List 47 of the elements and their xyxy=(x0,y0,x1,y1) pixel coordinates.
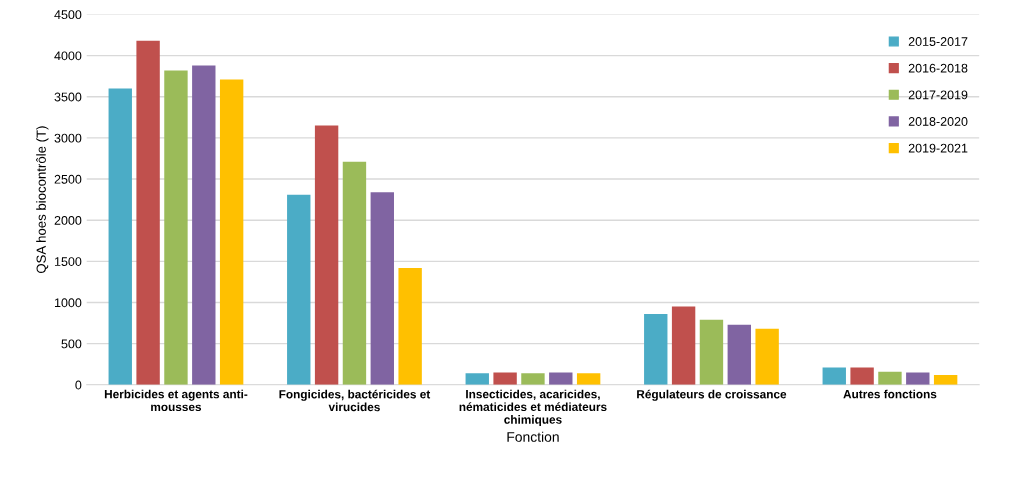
y-tick-label: 1500 xyxy=(54,257,82,266)
legend-label: 2016-2018 xyxy=(908,63,968,73)
legend-label: 2017-2019 xyxy=(908,90,968,100)
bar xyxy=(699,319,724,385)
bar xyxy=(644,314,668,385)
bar xyxy=(398,267,422,385)
bar xyxy=(906,372,930,385)
x-tick-label: Fongicides, bactéricides et virucides xyxy=(279,389,431,412)
legend-label: 2015-2017 xyxy=(908,37,968,46)
y-tick-label: 0 xyxy=(75,380,82,390)
y-tick-label: 500 xyxy=(61,339,82,349)
y-tick-label: 2000 xyxy=(54,215,82,225)
y-tick-label: 2500 xyxy=(54,174,82,184)
y-tick-label: 1000 xyxy=(54,298,82,308)
bar xyxy=(850,367,874,385)
bar xyxy=(671,306,696,385)
bar xyxy=(314,125,339,385)
bar xyxy=(822,367,846,385)
y-tick-label: 3000 xyxy=(54,133,82,143)
bar xyxy=(878,371,902,385)
bar xyxy=(549,372,573,385)
bar xyxy=(342,161,367,385)
x-axis-title: Fonction xyxy=(507,431,559,442)
legend-label: 2018-2020 xyxy=(908,117,968,126)
y-axis-title: QSA hoes biocontrôle (T) xyxy=(36,126,49,274)
bar xyxy=(164,70,188,385)
y-tick-label: 3500 xyxy=(54,92,82,102)
bar xyxy=(576,373,601,385)
y-tick-label: 4000 xyxy=(54,51,82,61)
bar xyxy=(370,192,394,385)
bar xyxy=(136,40,160,385)
x-tick-label: Insecticides, acaricides, nématicides et médiateurs chimiques xyxy=(459,389,607,427)
legend-label: 2019-2021 xyxy=(908,143,968,153)
bar xyxy=(219,79,244,385)
x-tick-label: Herbicides et agents anti- mousses xyxy=(104,389,248,412)
x-tick-label: Autres fonctions xyxy=(843,389,937,399)
x-tick-label: Régulateurs de croissance xyxy=(637,389,787,401)
bar xyxy=(108,88,132,385)
bar xyxy=(192,65,216,385)
bar xyxy=(465,373,489,385)
bar xyxy=(493,372,517,385)
bar xyxy=(287,194,311,385)
bar xyxy=(755,328,779,385)
bar xyxy=(521,373,545,385)
y-tick-label: 4500 xyxy=(54,10,82,20)
bar xyxy=(933,374,958,385)
bar xyxy=(727,324,751,385)
